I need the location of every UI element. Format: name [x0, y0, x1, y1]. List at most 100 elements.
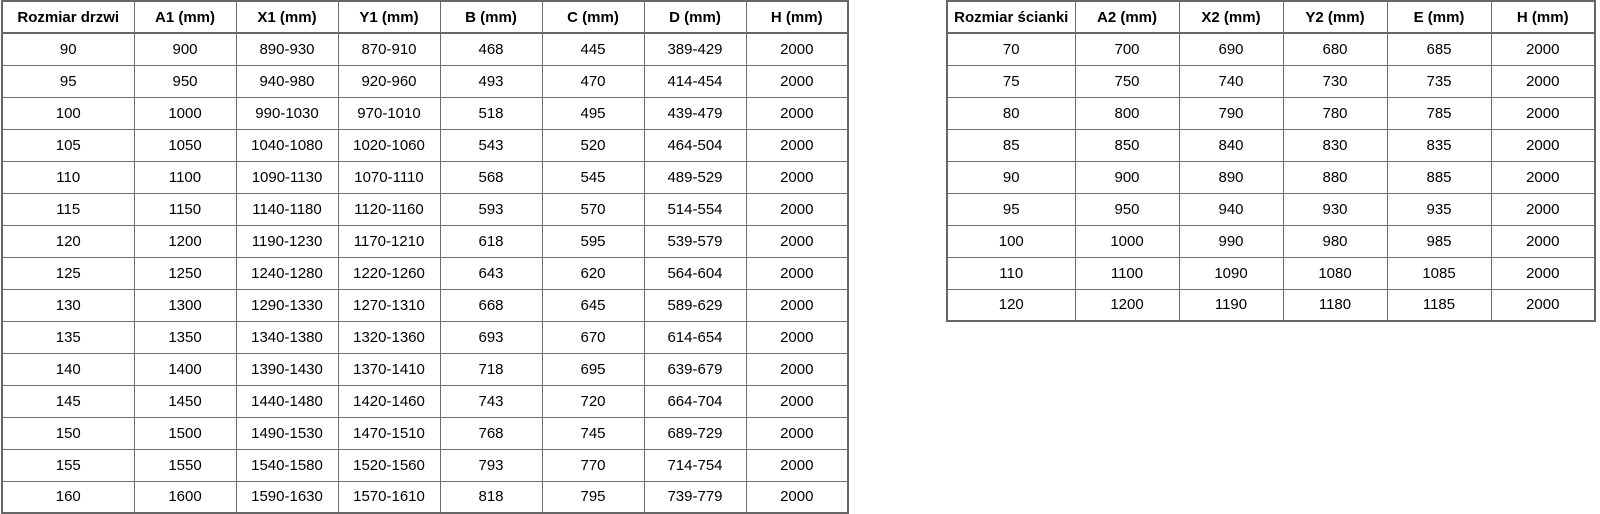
table-cell: 439-479 — [643, 96, 747, 130]
column-header: A2 (mm) — [1074, 0, 1180, 34]
table-row: 140 1400 1390-1430 1370-1410 718 695 639-679 20… — [1, 352, 849, 386]
table-cell: 1340-1380 — [235, 320, 339, 354]
wall-panel-size-table: Rozmiar ścianki A2 (mm) X2 (mm) Y2 (mm) E (m… — [946, 0, 1596, 322]
table-cell: 1090-1130 — [235, 160, 339, 194]
table-cell: 1070-1110 — [337, 160, 441, 194]
table-cell: 1000 — [1074, 224, 1180, 258]
table-cell: 520 — [541, 128, 645, 162]
table-cell: 980 — [1282, 224, 1388, 258]
table-cell: 900 — [133, 32, 237, 66]
table-cell: 1085 — [1386, 256, 1492, 290]
table-cell: 1270-1310 — [337, 288, 441, 322]
table-cell: 664-704 — [643, 384, 747, 418]
table-cell: 95 — [946, 192, 1076, 226]
table-cell: 1300 — [133, 288, 237, 322]
table-cell: 800 — [1074, 96, 1180, 130]
table-cell: 518 — [439, 96, 543, 130]
table-cell: 700 — [1074, 32, 1180, 66]
table-cell: 1370-1410 — [337, 352, 441, 386]
column-header: A1 (mm) — [133, 0, 237, 34]
table-row: 95 950 940 930 935 2000 — [946, 192, 1596, 226]
table-row: 95 950 940-980 920-960 493 470 414-454 2000 — [1, 64, 849, 98]
table-cell: 2000 — [745, 256, 849, 290]
table-cell: 1470-1510 — [337, 416, 441, 450]
table-cell: 735 — [1386, 64, 1492, 98]
table-row: 90 900 890-930 870-910 468 445 389-429 2000 — [1, 32, 849, 66]
table-cell: 2000 — [745, 96, 849, 130]
table-cell: 920-960 — [337, 64, 441, 98]
table-cell: 770 — [541, 448, 645, 482]
table-cell: 2000 — [1490, 288, 1596, 322]
column-header: Y1 (mm) — [337, 0, 441, 34]
table-cell: 545 — [541, 160, 645, 194]
table-cell: 620 — [541, 256, 645, 290]
column-header: H (mm) — [1490, 0, 1596, 34]
table-row: 105 1050 1040-1080 1020-1060 543 520 464-504 20… — [1, 128, 849, 162]
table-cell: 564-604 — [643, 256, 747, 290]
table-row: 85 850 840 830 835 2000 — [946, 128, 1596, 162]
table-cell: 1500 — [133, 416, 237, 450]
table-cell: 1000 — [133, 96, 237, 130]
table-cell: 935 — [1386, 192, 1492, 226]
table-cell: 1200 — [133, 224, 237, 258]
table-cell: 2000 — [745, 384, 849, 418]
table-cell: 2000 — [745, 160, 849, 194]
table-row: 155 1550 1540-1580 1520-1560 793 770 714-754 20… — [1, 448, 849, 482]
table-cell: 1100 — [133, 160, 237, 194]
table-cell: 90 — [946, 160, 1076, 194]
table-cell: 730 — [1282, 64, 1388, 98]
table-cell: 818 — [439, 480, 543, 514]
table-cell: 110 — [946, 256, 1076, 290]
table-cell: 70 — [946, 32, 1076, 66]
table-row: 80 800 790 780 785 2000 — [946, 96, 1596, 130]
table-cell: 639-679 — [643, 352, 747, 386]
table-cell: 720 — [541, 384, 645, 418]
table-cell: 668 — [439, 288, 543, 322]
table-cell: 780 — [1282, 96, 1388, 130]
table-cell: 589-629 — [643, 288, 747, 322]
column-header: X2 (mm) — [1178, 0, 1284, 34]
table-row: 130 1300 1290-1330 1270-1310 668 645 589-629 20… — [1, 288, 849, 322]
table-cell: 543 — [439, 128, 543, 162]
table-cell: 2000 — [745, 416, 849, 450]
table-row: 90 900 890 880 885 2000 — [946, 160, 1596, 194]
column-header: C (mm) — [541, 0, 645, 34]
table-cell: 743 — [439, 384, 543, 418]
table-cell: 1590-1630 — [235, 480, 339, 514]
column-header: Rozmiar drzwi — [1, 0, 135, 34]
table-row: 75 750 740 730 735 2000 — [946, 64, 1596, 98]
table-cell: 568 — [439, 160, 543, 194]
table-cell: 750 — [1074, 64, 1180, 98]
table-cell: 2000 — [1490, 64, 1596, 98]
table-cell: 145 — [1, 384, 135, 418]
table-cell: 690 — [1178, 32, 1284, 66]
table-cell: 2000 — [1490, 128, 1596, 162]
table-cell: 2000 — [745, 224, 849, 258]
table-cell: 495 — [541, 96, 645, 130]
table-cell: 1220-1260 — [337, 256, 441, 290]
table-cell: 685 — [1386, 32, 1492, 66]
table-cell: 900 — [1074, 160, 1180, 194]
table-cell: 850 — [1074, 128, 1180, 162]
table-cell: 2000 — [1490, 160, 1596, 194]
table-cell: 125 — [1, 256, 135, 290]
table-row: 125 1250 1240-1280 1220-1260 643 620 564-604 20… — [1, 256, 849, 290]
wall-panel-size-table-header-row: Rozmiar ścianki A2 (mm) X2 (mm) Y2 (mm) E (m… — [946, 0, 1596, 34]
table-cell: 2000 — [745, 320, 849, 354]
table-cell: 470 — [541, 64, 645, 98]
table-cell: 1050 — [133, 128, 237, 162]
table-cell: 489-529 — [643, 160, 747, 194]
table-cell: 1120-1160 — [337, 192, 441, 226]
table-cell: 1490-1530 — [235, 416, 339, 450]
table-cell: 1240-1280 — [235, 256, 339, 290]
table-cell: 1190 — [1178, 288, 1284, 322]
table-cell: 140 — [1, 352, 135, 386]
table-cell: 2000 — [745, 480, 849, 514]
table-cell: 614-654 — [643, 320, 747, 354]
table-cell: 643 — [439, 256, 543, 290]
column-header: E (mm) — [1386, 0, 1492, 34]
table-cell: 985 — [1386, 224, 1492, 258]
table-cell: 539-579 — [643, 224, 747, 258]
table-cell: 1600 — [133, 480, 237, 514]
table-cell: 1440-1480 — [235, 384, 339, 418]
